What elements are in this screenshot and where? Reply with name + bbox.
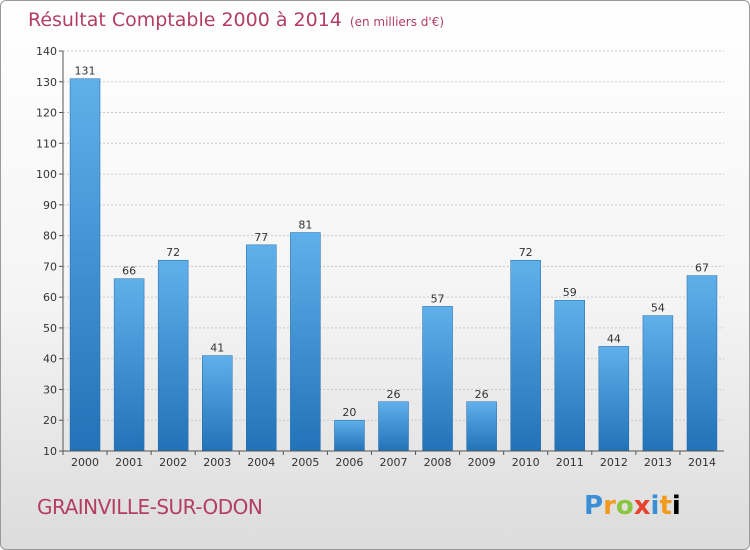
- bar-2002[interactable]: [157, 259, 189, 452]
- bar-2008[interactable]: [422, 306, 453, 452]
- data-label: 72: [519, 246, 533, 259]
- y-tick-label: 100: [36, 168, 57, 181]
- y-tick-label: 80: [43, 230, 57, 243]
- logo-letter: P: [584, 491, 604, 521]
- bar-2007[interactable]: [378, 401, 409, 452]
- data-label: 26: [475, 388, 489, 401]
- bar-2012[interactable]: [598, 346, 630, 452]
- title-unit: (en milliers d'€): [349, 15, 445, 29]
- data-label: 67: [695, 262, 709, 275]
- y-tick-label: 90: [43, 199, 57, 212]
- x-tick-label: 2004: [247, 456, 275, 469]
- bar-2010[interactable]: [510, 259, 541, 452]
- data-label: 72: [166, 246, 180, 259]
- x-tick-label: 2001: [115, 456, 143, 469]
- data-label: 66: [122, 265, 136, 278]
- x-tick-label: 2012: [600, 456, 628, 469]
- logo-letter: x: [633, 491, 651, 521]
- x-tick-label: 2013: [644, 456, 672, 469]
- data-label: 44: [607, 332, 621, 345]
- x-tick-label: 2000: [71, 456, 99, 469]
- x-tick-labels: 2000 2001 2002 2003 2004 2005 2006 2007 2008 2009…: [62, 451, 716, 469]
- bar-2003[interactable]: [202, 355, 233, 452]
- data-label: 54: [651, 302, 665, 315]
- bar-2013[interactable]: [642, 315, 674, 452]
- grid-lines: [59, 50, 724, 452]
- x-tick-label: 2003: [203, 456, 231, 469]
- logo-letter: o: [615, 491, 634, 521]
- data-label: 20: [342, 406, 356, 419]
- bar-2009[interactable]: [466, 401, 497, 452]
- data-label: 41: [210, 342, 224, 355]
- x-tick-label: 2002: [159, 456, 187, 469]
- bar-2014[interactable]: [686, 275, 718, 452]
- data-label: 77: [254, 231, 268, 244]
- y-tick-label: 20: [43, 414, 57, 427]
- bars: [69, 78, 718, 452]
- bar-2004[interactable]: [246, 244, 277, 452]
- bar-2000[interactable]: [69, 78, 101, 452]
- x-tick-label: 2010: [512, 456, 540, 469]
- y-tick-label: 120: [36, 107, 57, 120]
- axes: [62, 51, 724, 452]
- data-labels: 131 66 72 41 77 81 20 26 57 26 72 59 44 54 67: [75, 65, 709, 420]
- chart-title: Résultat Comptable 2000 à 2014 (en millie…: [28, 9, 444, 31]
- proxiti-logo[interactable]: Proxiti: [584, 491, 681, 521]
- y-tick-label: 140: [36, 45, 57, 58]
- logo-letter: t: [659, 491, 672, 521]
- bar-2011[interactable]: [554, 299, 585, 452]
- x-tick-label: 2014: [688, 456, 716, 469]
- y-tick-label: 40: [43, 353, 57, 366]
- title-text: Résultat Comptable 2000 à 2014: [28, 9, 342, 31]
- y-tick-labels: 10 20 30 40 50 60 70 80 90 100 110 120 130 140: [36, 45, 57, 458]
- y-tick-label: 60: [43, 291, 57, 304]
- y-tick-label: 130: [36, 76, 57, 89]
- logo-letter: i: [650, 491, 660, 521]
- bar-2006[interactable]: [334, 419, 365, 452]
- data-label: 59: [563, 286, 577, 299]
- x-tick-label: 2011: [556, 456, 584, 469]
- bar-2005[interactable]: [290, 232, 321, 452]
- data-label: 81: [298, 219, 312, 232]
- y-tick-label: 30: [43, 383, 57, 396]
- city-name: GRAINVILLE-SUR-ODON: [37, 495, 263, 519]
- data-label: 57: [431, 292, 445, 305]
- y-tick-label: 70: [43, 260, 57, 273]
- x-tick-label: 2009: [468, 456, 496, 469]
- logo-letter: i: [671, 491, 681, 521]
- y-tick-label: 110: [36, 137, 57, 150]
- logo-letter: r: [603, 491, 616, 521]
- x-tick-label: 2006: [335, 456, 363, 469]
- x-tick-label: 2007: [380, 456, 408, 469]
- x-tick-label: 2008: [424, 456, 452, 469]
- x-tick-label: 2005: [291, 456, 319, 469]
- y-tick-label: 50: [43, 322, 57, 335]
- bar-2001[interactable]: [113, 278, 145, 452]
- data-label: 26: [387, 388, 401, 401]
- y-tick-label: 10: [43, 445, 57, 458]
- data-label: 131: [75, 65, 96, 78]
